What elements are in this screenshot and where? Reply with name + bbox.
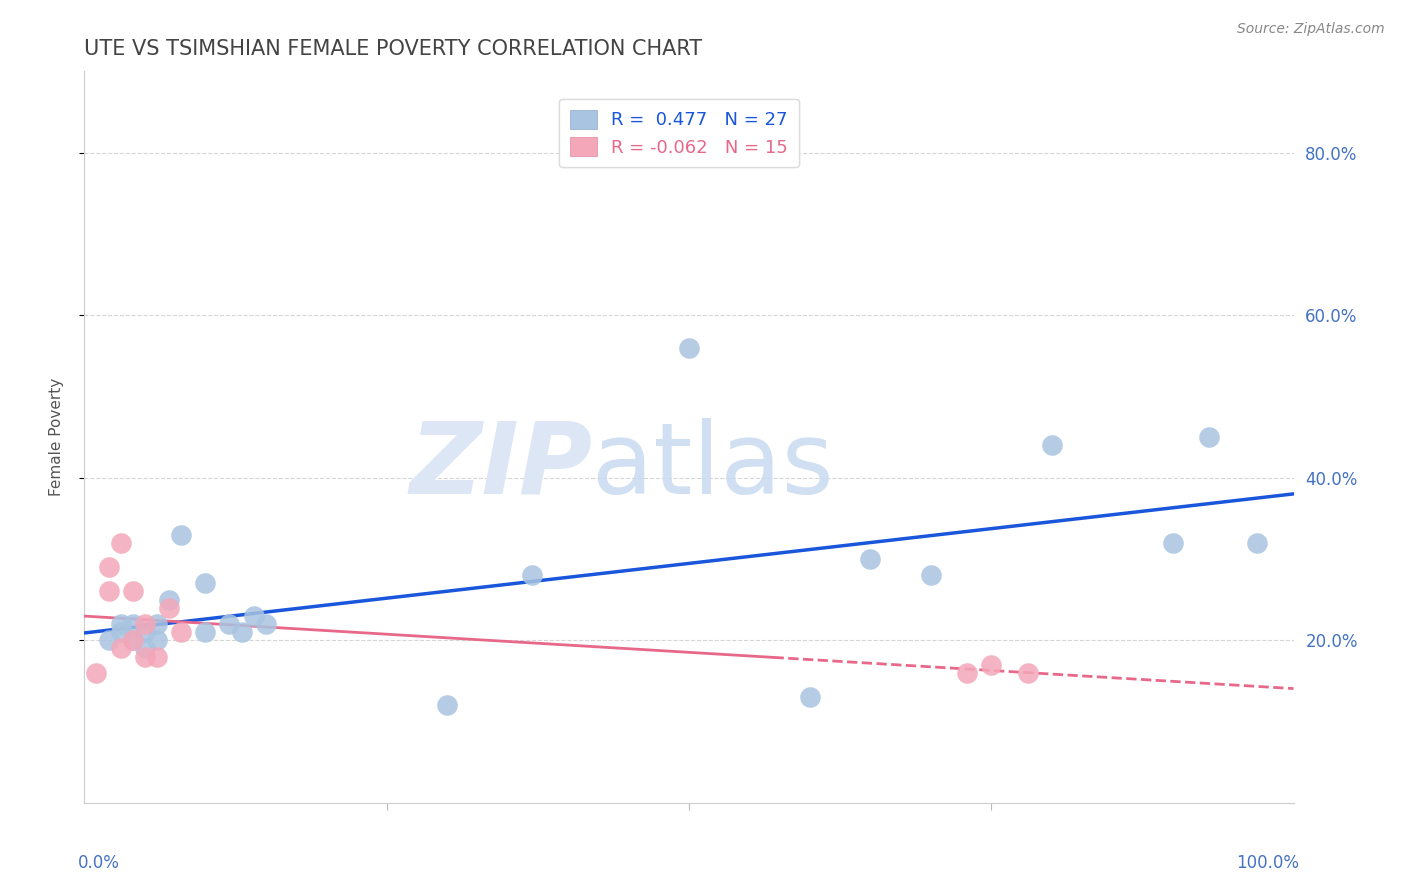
Point [194,625,217,640]
Point [956,665,979,680]
Point [110,625,132,640]
Point [1017,665,1039,680]
Point [1198,430,1220,444]
Point [1246,535,1268,549]
Legend: R =  0.477   N = 27, R = -0.062   N = 15: R = 0.477 N = 27, R = -0.062 N = 15 [560,99,799,168]
Text: atlas: atlas [592,417,834,515]
Point [231,625,253,640]
Text: 0.0%: 0.0% [79,854,120,872]
Point [110,535,132,549]
Text: 100.0%: 100.0% [1236,854,1299,872]
Point [110,641,132,656]
Point [980,657,1002,672]
Point [121,633,143,648]
Point [859,552,882,566]
Point [134,649,156,664]
Text: ZIP: ZIP [409,417,592,515]
Point [170,527,193,541]
Point [1161,535,1184,549]
Text: Source: ZipAtlas.com: Source: ZipAtlas.com [1237,22,1385,37]
Point [97,633,120,648]
Point [146,633,169,648]
Point [86,665,108,680]
Y-axis label: Female Poverty: Female Poverty [49,378,63,496]
Point [520,568,543,582]
Point [242,608,264,623]
Point [110,617,132,632]
Point [157,592,180,607]
Point [121,633,143,648]
Point [97,560,120,574]
Point [920,568,942,582]
Point [134,625,156,640]
Point [254,617,277,632]
Point [134,617,156,632]
Point [1040,438,1063,452]
Text: UTE VS TSIMSHIAN FEMALE POVERTY CORRELATION CHART: UTE VS TSIMSHIAN FEMALE POVERTY CORRELAT… [84,38,703,59]
Point [121,584,143,599]
Point [97,584,120,599]
Point [218,617,240,632]
Point [170,625,193,640]
Point [146,617,169,632]
Point [194,576,217,591]
Point [134,641,156,656]
Point [157,600,180,615]
Point [146,649,169,664]
Point [678,341,700,355]
Point [121,617,143,632]
Point [436,698,458,713]
Point [799,690,821,705]
